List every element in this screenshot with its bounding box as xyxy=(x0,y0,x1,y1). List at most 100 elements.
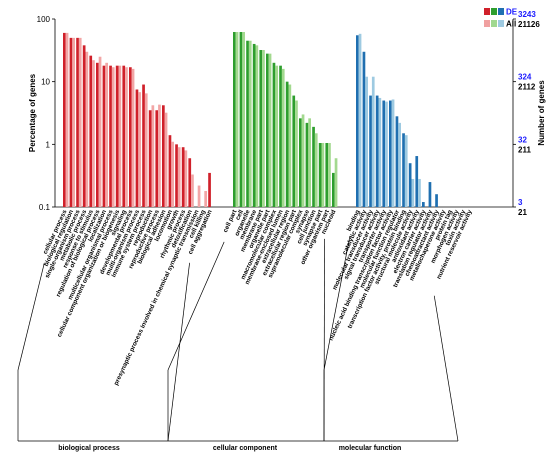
bar-all xyxy=(118,65,122,207)
right-tick-all: 2112 xyxy=(518,83,536,92)
group-brackets: biological process cellular component mole… xyxy=(17,235,459,452)
bar-all xyxy=(158,104,161,207)
legend-swatch xyxy=(491,8,497,15)
bar-de xyxy=(115,65,119,207)
bar-all xyxy=(191,174,194,207)
bar-de xyxy=(148,110,152,207)
bar-all xyxy=(184,150,188,207)
bar-de xyxy=(382,100,386,207)
bar-all xyxy=(262,50,265,207)
bar-de xyxy=(109,65,112,207)
right-tick-de: 324 xyxy=(518,73,532,82)
bar-de xyxy=(239,32,243,208)
legend: DE All xyxy=(484,8,518,29)
bar-all xyxy=(242,32,245,208)
bar-de xyxy=(135,89,139,207)
bar-all xyxy=(398,122,401,207)
bar-all xyxy=(328,143,331,207)
bar-all xyxy=(378,97,382,207)
bar-de xyxy=(252,43,256,207)
bar-de xyxy=(422,202,425,207)
bar-all xyxy=(111,67,115,207)
y-axis-title: Percentage of genes xyxy=(28,73,37,152)
bar-de xyxy=(188,158,192,207)
right-tick-de: 3 xyxy=(518,198,523,207)
bar-all xyxy=(288,84,292,207)
bar-all xyxy=(131,68,135,207)
legend-swatch xyxy=(498,8,504,15)
bar-all xyxy=(418,178,421,207)
bar-de xyxy=(208,172,211,207)
bar-de xyxy=(362,51,366,208)
bar-all xyxy=(358,33,362,207)
bar-de xyxy=(122,65,126,207)
bar-de xyxy=(325,143,329,207)
bar-de xyxy=(89,55,93,208)
bar-all xyxy=(164,112,168,207)
legend-swatch xyxy=(484,8,490,15)
bar-all xyxy=(314,133,318,207)
right-tick-de: 32 xyxy=(518,135,527,144)
legend-swatch xyxy=(498,20,504,27)
bracket-right xyxy=(167,262,190,442)
bar-all xyxy=(334,158,338,207)
category-label: cell xyxy=(234,209,245,222)
bar-all xyxy=(138,92,141,207)
bar-all xyxy=(85,51,89,208)
bar-all xyxy=(171,141,174,207)
bar-all xyxy=(255,45,259,208)
right-tick-de: 3243 xyxy=(518,10,536,19)
group-label: biological process xyxy=(58,445,120,452)
y-tick-label: 10 xyxy=(41,78,50,87)
bar-de xyxy=(129,67,132,207)
bar-de xyxy=(356,35,359,208)
bracket-left xyxy=(323,235,351,371)
bracket-right xyxy=(433,295,459,442)
bar-de xyxy=(292,95,296,207)
bar-all xyxy=(144,93,148,207)
bar-all xyxy=(248,40,252,207)
bar-de xyxy=(408,163,412,207)
bar-de xyxy=(82,45,86,208)
bar-all xyxy=(281,68,285,207)
bar-all xyxy=(177,147,181,207)
bar-all xyxy=(301,114,305,207)
bar-de xyxy=(96,62,99,207)
bar-de xyxy=(285,81,289,207)
right-tick-all: 21 xyxy=(518,208,527,217)
bar-all xyxy=(295,100,298,207)
bar-all xyxy=(268,53,272,208)
bar-all xyxy=(105,62,108,207)
bar-all xyxy=(151,105,155,207)
right-tick-all: 21126 xyxy=(518,20,540,29)
bar-all xyxy=(275,65,278,207)
bar-de xyxy=(272,62,276,207)
bar-de xyxy=(259,50,263,207)
bar-all xyxy=(235,32,239,208)
bar-all xyxy=(78,37,82,207)
bar-de xyxy=(175,144,178,207)
bar-de xyxy=(181,147,185,207)
bar-all xyxy=(321,143,325,207)
bar-all xyxy=(308,118,311,207)
bar-de xyxy=(233,32,236,208)
bar-all xyxy=(125,67,128,207)
bar-all xyxy=(404,135,408,207)
bar-de xyxy=(395,116,399,207)
bar-de xyxy=(63,32,66,207)
legend-label: DE xyxy=(506,8,518,17)
bar-de xyxy=(155,110,159,207)
bar-de xyxy=(76,37,79,207)
bar-de xyxy=(142,84,145,207)
bar-de xyxy=(266,53,269,208)
bar-de xyxy=(375,95,379,207)
bar-all xyxy=(72,37,75,207)
bracket-left xyxy=(167,241,225,371)
group-label: molecular function xyxy=(339,445,402,452)
bar-de xyxy=(428,182,432,207)
bar-de xyxy=(318,143,322,207)
legend-swatch xyxy=(484,20,490,27)
bar-de xyxy=(279,65,282,207)
